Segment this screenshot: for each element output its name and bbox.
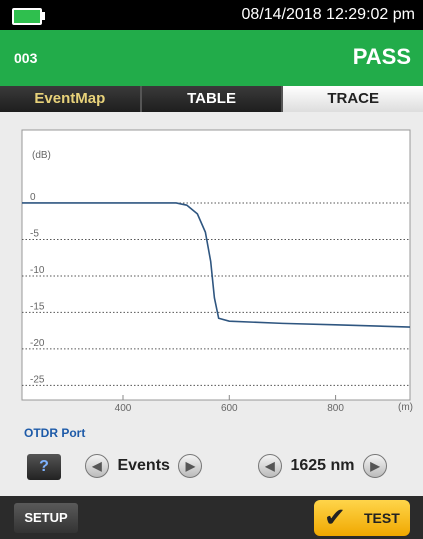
footer-bar: SETUP ✔ TEST	[0, 496, 423, 539]
x-tick-label: 400	[115, 403, 132, 414]
tab[interactable]: TRACE	[283, 86, 423, 112]
tab-bar: EventMap TABLE TRACE	[0, 86, 423, 112]
plot-area	[21, 129, 411, 401]
chart: (dB) (m) 0 -5 -10 -15 -20 -25 400 600 800	[21, 129, 413, 414]
y-tick-label: -15	[30, 301, 45, 312]
test-button[interactable]: ✔ TEST	[314, 500, 410, 536]
wavelength-label: 1625 nm	[290, 457, 355, 474]
prev-button[interactable]: ◀	[258, 454, 282, 478]
check-icon: ✔	[324, 502, 346, 532]
test-label: TEST	[364, 510, 400, 526]
y-tick-label: -20	[30, 338, 45, 349]
test-id: 003	[14, 50, 38, 66]
y-tick-label: 0	[30, 192, 36, 203]
events-label: Events	[117, 457, 170, 474]
datetime: 08/14/2018 12:29:02 pm	[241, 6, 415, 23]
status-bar: 08/14/2018 12:29:02 pm	[0, 0, 423, 30]
result-header: 003 PASS	[0, 30, 423, 86]
x-axis-label: (m)	[398, 402, 413, 413]
y-axis-label: (dB)	[32, 150, 51, 161]
trace-line	[22, 202, 411, 328]
x-tick-label: 800	[327, 403, 344, 414]
help-button[interactable]: ?	[27, 454, 61, 480]
battery-tip	[42, 12, 45, 20]
y-tick-label: -25	[30, 374, 45, 385]
x-tick-label: 600	[221, 403, 238, 414]
tab[interactable]: TABLE	[141, 86, 284, 112]
y-tick-label: -10	[30, 265, 45, 276]
setup-button[interactable]: SETUP	[14, 503, 78, 533]
port-label: OTDR Port	[24, 426, 86, 440]
prev-button[interactable]: ◀	[85, 454, 109, 478]
next-button[interactable]: ▶	[178, 454, 203, 478]
next-button[interactable]: ▶	[362, 454, 387, 478]
battery-icon	[12, 8, 42, 25]
tab[interactable]: EventMap	[0, 86, 142, 112]
events-control: ◀ Events ▶	[85, 454, 203, 478]
y-tick-label: -5	[30, 228, 39, 239]
result: PASS	[352, 44, 411, 69]
wavelength-control: ◀ 1625 nm ▶	[258, 454, 387, 478]
